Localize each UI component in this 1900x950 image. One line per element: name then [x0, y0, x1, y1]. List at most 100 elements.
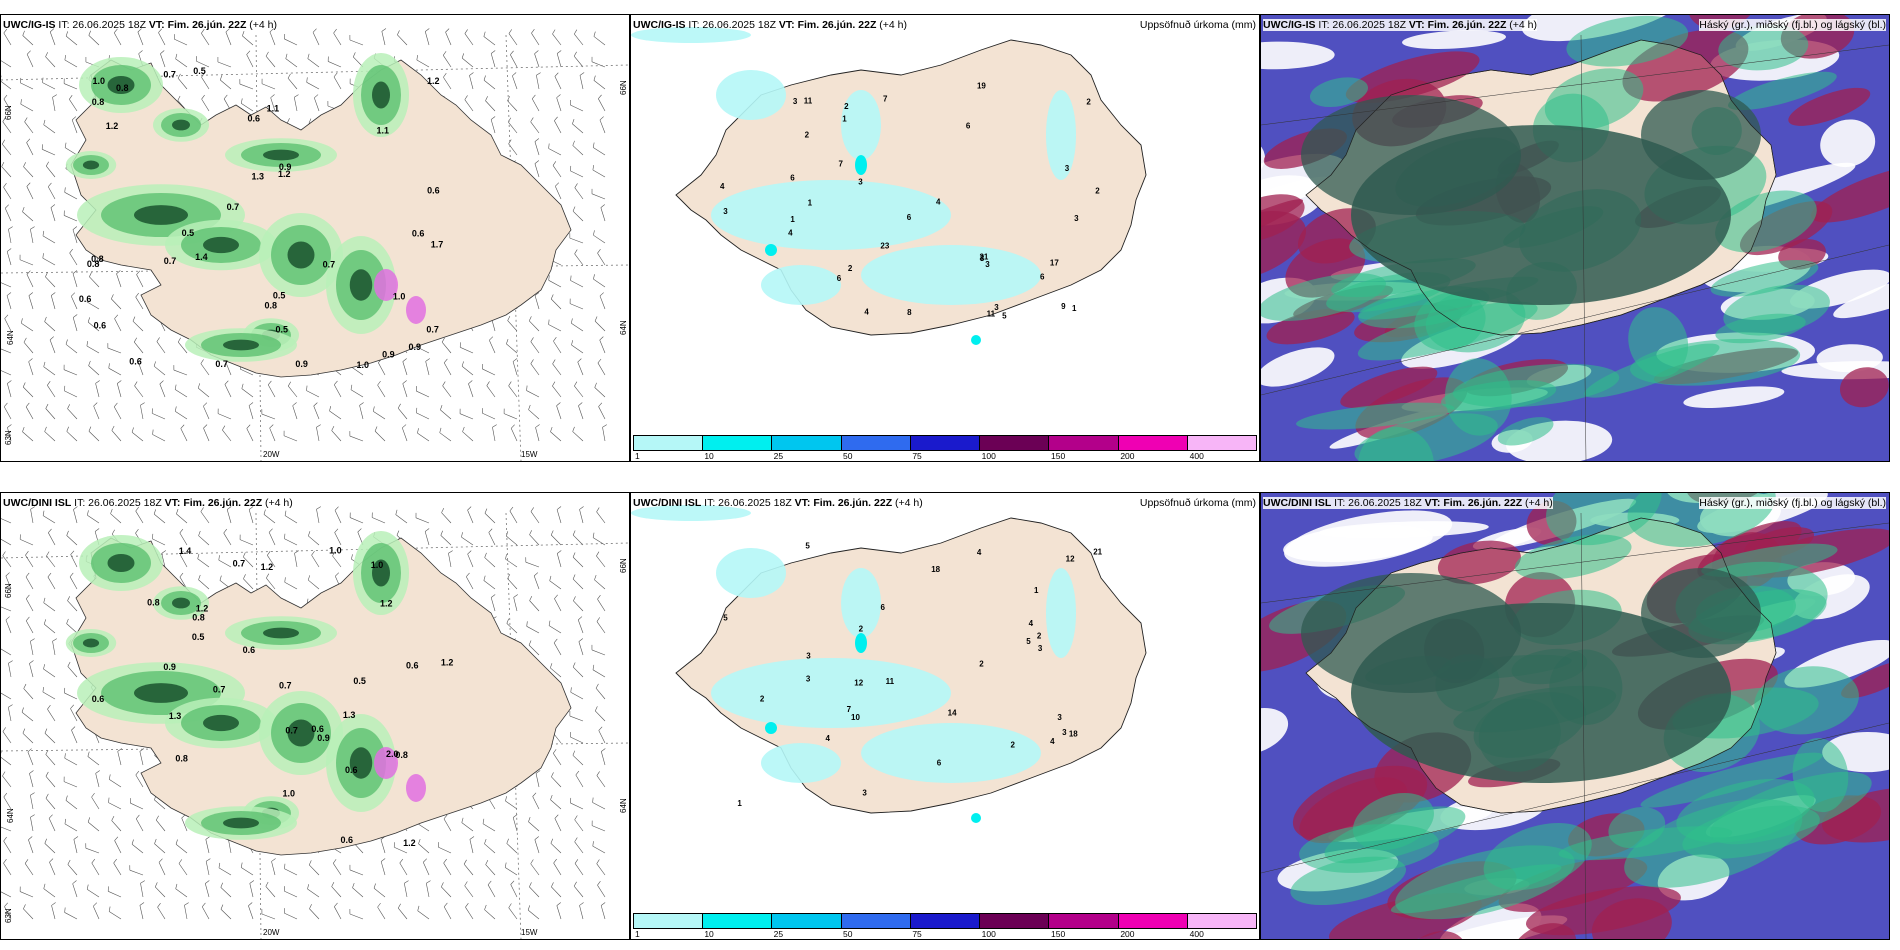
accumulated-value-label: 3 [723, 207, 728, 216]
valid-time: VT: Fim. 26.jún. 22Z [164, 497, 263, 509]
accumulated-value-label: 7 [847, 705, 852, 714]
accumulated-value-label: 3 [1074, 214, 1079, 223]
longitude-label: 20W [263, 928, 280, 937]
accumulated-value-label: 4 [825, 734, 830, 743]
accumulated-value-label: 3 [994, 303, 999, 312]
init-time: IT: 26.06.2025 18Z [1318, 19, 1406, 31]
accumulated-value-label: 2 [1086, 98, 1091, 107]
precip-value-label: 0.9 [163, 662, 176, 672]
precip-value-label: 0.8 [192, 612, 205, 622]
accumulated-value-label: 19 [977, 81, 986, 90]
accumulated-value-label: 6 [966, 121, 971, 130]
accumulated-value-label: 4 [977, 548, 982, 557]
colorbar-segment [634, 914, 704, 928]
valid-time: VT: Fim. 26.jún. 22Z [148, 19, 247, 31]
valid-time: VT: Fim. 26.jún. 22Z [794, 497, 893, 509]
precip-value-label: 0.5 [182, 228, 195, 238]
precip-value-label: 1.4 [179, 546, 192, 556]
colorbar-segment [772, 914, 842, 928]
accumulated-value-label: 3 [858, 178, 863, 187]
panel-header: UWC/IG-IS IT: 26.06.2025 18Z VT: Fim. 26… [3, 19, 277, 31]
precip-value-label: 0.6 [412, 228, 425, 238]
model-label: UWC/IG-IS [3, 19, 56, 31]
colorbar-segment [772, 436, 842, 450]
colorbar-segment [910, 436, 981, 450]
accumulated-value-label: 21 [979, 252, 988, 261]
accumulated-value-label: 3 [980, 254, 985, 263]
accumulated-value-label: 5 [805, 541, 810, 550]
panel-header: UWC/DINI ISL IT: 26.06.2025 18Z VT: Fim.… [1263, 497, 1553, 509]
accumulated-value-label: 2 [760, 694, 765, 703]
colorbar-segment [980, 914, 1050, 928]
precip-value-label: 1.2 [278, 169, 291, 179]
accumulated-value-label: 2 [1037, 631, 1042, 640]
precip-value-label: 1.0 [329, 546, 342, 556]
colorbar-tick-label: 100 [981, 451, 996, 461]
accumulated-value-label: 1 [790, 215, 795, 224]
colorbar-segment [1187, 436, 1256, 450]
model-label: UWC/DINI ISL [633, 497, 702, 509]
accumulated-value-label: 14 [948, 708, 957, 717]
latitude-label: 63N [4, 430, 13, 445]
precip-value-label: 2.0 [386, 749, 399, 759]
precip-value-label: 0.8 [92, 97, 105, 107]
accumulated-value-label: 6 [880, 603, 885, 612]
colorbar-segment [1049, 914, 1119, 928]
precip-value-label: 1.3 [343, 710, 356, 720]
panel-title: Háský (gr.), miðský (fj.bl.) og lágský (… [1699, 19, 1886, 31]
colorbar-segment [1049, 436, 1119, 450]
precip-value-label: 1.2 [403, 838, 416, 848]
colorbar-tick-label: 50 [843, 929, 853, 939]
precip-value-label: 0.7 [227, 202, 240, 212]
colorbar-tick-label: 400 [1189, 929, 1204, 939]
panel-header: UWC/DINI ISL IT: 26.06.2025 18Z VT: Fim.… [633, 497, 923, 509]
latitude-label: 66N [4, 105, 13, 120]
model-label: UWC/DINI ISL [3, 497, 72, 509]
colorbar-segment [910, 914, 981, 928]
precip-value-label: 0.8 [265, 300, 278, 310]
panel-igis-clouds: UWC/IG-IS IT: 26.06.2025 18Z VT: Fim. 26… [1260, 14, 1890, 462]
model-label: UWC/IG-IS [1263, 19, 1316, 31]
precip-value-label: 0.6 [92, 694, 105, 704]
precip-colorbar-labels: 1 10 25 50 75 100 150 200 400 [633, 929, 1257, 939]
precip-value-label: 0.9 [408, 342, 421, 352]
precip-value-label: 0.8 [395, 750, 408, 760]
accumulated-value-label: 2 [859, 625, 864, 634]
colorbar-segment [980, 436, 1050, 450]
precip-value-label: 0.9 [295, 359, 308, 369]
panel-title: Uppsöfnuð úrkoma (mm) [1139, 19, 1256, 31]
precip-value-label: 0.5 [193, 66, 206, 76]
accumulated-value-label: 11 [804, 97, 813, 106]
colorbar-tick-label: 75 [912, 929, 922, 939]
accumulated-value-label: 3 [806, 674, 811, 683]
accumulated-value-label: 6 [1040, 273, 1045, 282]
colorbar-tick-label: 150 [1051, 929, 1066, 939]
precip-value-label: 0.6 [243, 645, 256, 655]
accumulated-value-label: 3 [862, 789, 867, 798]
colorbar-segment [703, 914, 773, 928]
accumulated-value-label: 4 [788, 228, 793, 237]
longitude-label: 15W [521, 928, 538, 937]
accumulated-value-label: 3 [793, 97, 798, 106]
accumulated-value-label: 1 [1072, 304, 1077, 313]
precip-value-label: 0.6 [345, 765, 358, 775]
iceland-outline [1305, 39, 1777, 336]
colorbar-tick-label: 25 [773, 451, 784, 461]
colorbar-tick-label: 1 [635, 929, 640, 939]
latitude-label: 64N [6, 330, 15, 345]
accumulated-value-label: 7 [838, 160, 843, 169]
colorbar-segment [1118, 914, 1188, 928]
colorbar-tick-label: 400 [1189, 451, 1204, 461]
panel-title: Uppsöfnuð úrkoma (mm) [1139, 497, 1256, 509]
precip-colorbar [633, 435, 1257, 451]
precip-value-label: 0.6 [427, 186, 440, 196]
latitude-label: 66N [619, 80, 628, 95]
latitude-label: 66N [4, 583, 13, 598]
accumulated-value-label: 6 [907, 213, 912, 222]
accumulated-value-label: 3 [806, 652, 811, 661]
colorbar-tick-label: 200 [1120, 929, 1135, 939]
accumulated-value-label: 11 [987, 309, 996, 318]
precip-value-label: 0.5 [273, 290, 286, 300]
precip-value-label: 1.0 [357, 360, 370, 370]
